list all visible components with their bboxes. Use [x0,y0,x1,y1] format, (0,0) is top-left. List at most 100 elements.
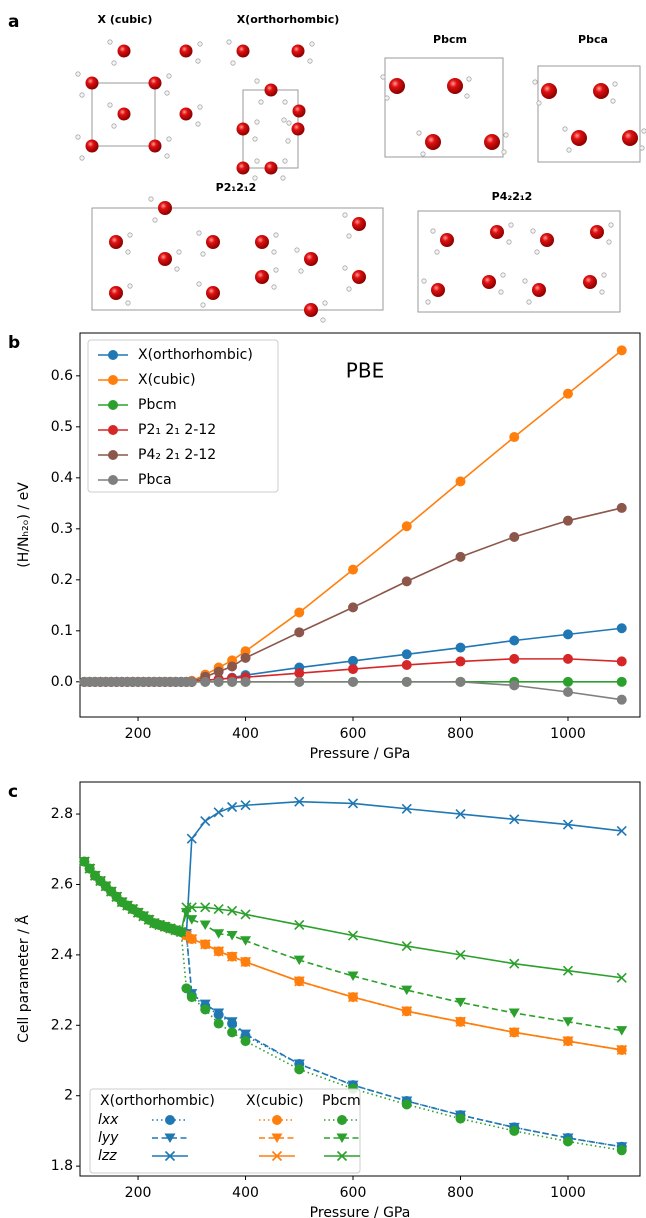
legend-marker [272,1115,282,1125]
marker [186,833,197,844]
hydrogen-atom [536,100,542,106]
oxygen-atom [85,139,99,153]
y-tick-label: 2.6 [51,876,73,892]
marker [455,656,466,667]
x-tick-label: 1000 [550,1185,586,1201]
hydrogen-atom [420,151,426,157]
marker [227,801,238,813]
marker [213,929,225,939]
marker [138,911,149,922]
oxygen-atom [264,83,278,97]
structure-label: X (cubic) [98,13,153,26]
marker [616,825,627,837]
hydrogen-atom [606,239,612,245]
marker [348,602,359,613]
marker [149,918,160,929]
marker [293,955,305,966]
cell-box [537,65,641,163]
marker [143,914,154,925]
marker [348,655,359,666]
marker [159,921,170,932]
y-tick-label: 2.2 [51,1017,73,1033]
series-line [83,861,622,1051]
marker [401,803,412,814]
hydrogen-atom [176,249,182,255]
hydrogen-atom [164,90,170,96]
hydrogen-atom [273,267,279,273]
oxygen-atom [85,76,99,90]
marker [227,905,238,916]
structure-label: Pbca [578,33,608,46]
cell-box [417,210,621,313]
marker [294,607,305,618]
y-tick-label: 0.6 [51,368,73,384]
oxygen-atom [148,139,162,153]
marker [562,1036,574,1047]
marker [213,666,224,677]
legend-marker [165,1115,175,1125]
oxygen-atom [622,130,638,146]
hydrogen-atom [75,134,81,140]
oxygen-atom [541,83,557,99]
hydrogen-atom [639,145,645,151]
marker [226,931,238,941]
oxygen-atom [117,107,131,121]
marker [200,676,211,687]
hydrogen-atom [522,278,528,284]
marker [509,680,520,691]
marker [240,652,251,663]
hydrogen-atom [174,266,180,272]
oxygen-atom [291,44,305,58]
y-tick-label: 2 [64,1088,73,1104]
oxygen-atom [179,107,193,121]
marker [455,949,466,960]
hydrogen-atom [380,74,386,80]
cell-box [91,207,384,311]
oxygen-atom [532,283,546,297]
marker [227,1027,238,1038]
hydrogen-atom [285,138,291,144]
marker [294,796,305,807]
marker [508,1008,520,1018]
marker [181,983,192,994]
marker [509,1027,520,1038]
cell-box [91,82,156,147]
marker [454,997,466,1008]
legend-marker [108,450,118,460]
axes-frame [79,332,641,718]
hydrogen-atom [252,136,258,142]
hydrogen-atom [166,73,172,79]
hydrogen-atom [322,300,328,306]
marker [200,1004,211,1015]
marker [347,930,359,941]
hydrogen-atom [608,222,614,228]
marker [562,388,573,399]
marker [186,992,197,1003]
marker [348,676,359,687]
oxygen-atom [264,161,278,175]
annotation: PBE [346,359,384,383]
marker [240,800,251,811]
y-tick-label: 0.4 [51,470,73,486]
hydrogen-atom [466,76,472,82]
legend-marker [336,1150,348,1162]
y-tick-label: 2.8 [51,806,73,822]
hydrogen-atom [79,92,85,98]
y-tick-label: 0.0 [51,674,73,690]
oxygen-atom [490,225,504,239]
y-axis-label: (H/Nₕ₂ₒ) / eV [16,482,32,568]
hydrogen-atom [148,196,154,202]
hydrogen-atom [254,119,260,125]
hydrogen-atom [434,249,440,255]
marker [84,863,95,874]
hydrogen-atom [252,175,258,181]
oxygen-atom [352,217,366,231]
marker [116,897,127,908]
legend-label: P4₂ 2₁ 2-12 [138,447,216,463]
hydrogen-atom [195,58,201,64]
marker [200,902,211,913]
hydrogen-atom [508,222,514,228]
hydrogen-atom [254,158,260,164]
legend-label: P2₁ 2₁ 2-12 [138,422,216,438]
